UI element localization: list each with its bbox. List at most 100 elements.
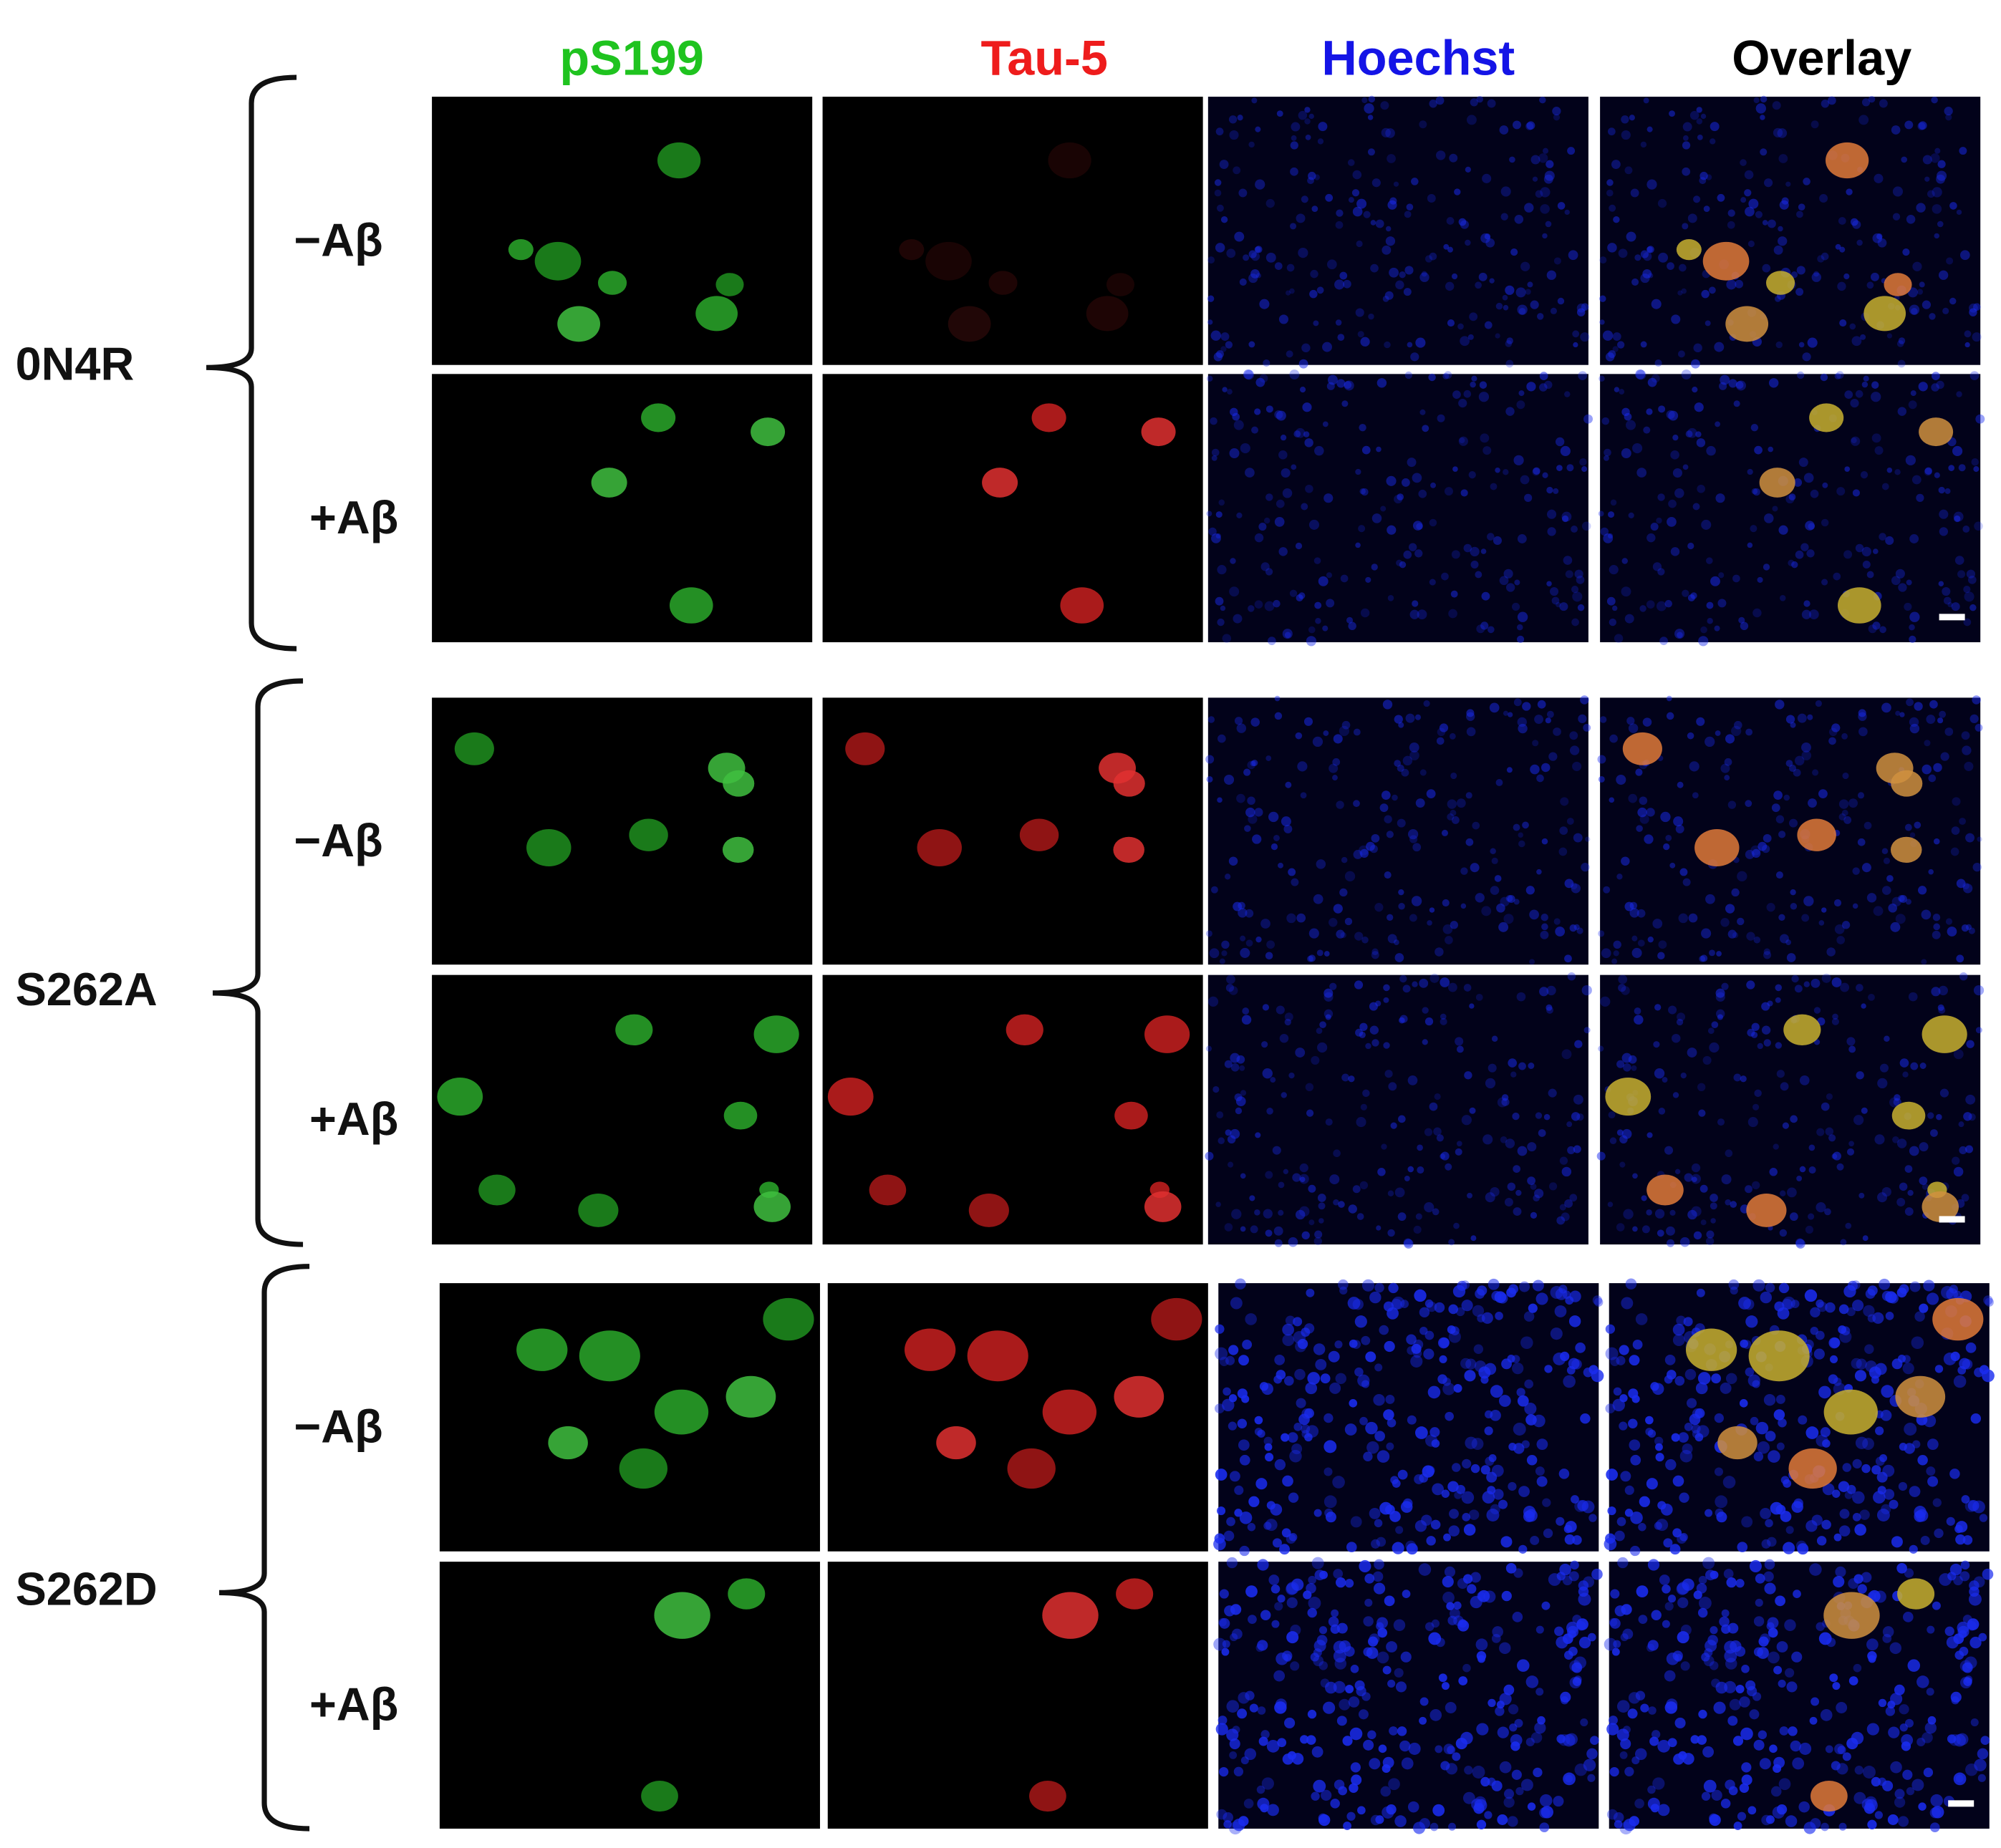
nucleus: [1546, 1006, 1553, 1014]
nucleus: [1344, 1646, 1355, 1657]
cell: [1006, 1014, 1043, 1046]
nucleus: [1430, 1519, 1441, 1530]
nucleus: [1865, 1360, 1877, 1373]
nucleus: [1677, 781, 1684, 788]
nucleus: [1352, 206, 1363, 217]
nucleus: [1487, 99, 1496, 108]
nucleus: [1843, 273, 1850, 280]
nucleus: [1376, 1622, 1384, 1630]
nucleus: [1662, 1584, 1671, 1594]
nucleus: [1838, 1822, 1847, 1831]
nucleus: [1803, 473, 1814, 483]
nucleus: [1285, 1315, 1296, 1326]
nucleus: [1374, 1519, 1383, 1528]
nucleus: [1218, 1137, 1225, 1144]
nucleus: [1829, 1673, 1838, 1683]
nucleus: [1910, 390, 1916, 397]
nucleus: [1807, 714, 1813, 720]
nucleus: [1490, 1410, 1501, 1421]
nucleus: [1616, 1129, 1624, 1136]
nucleus: [1316, 949, 1323, 957]
nucleus: [1785, 715, 1795, 724]
nucleus: [1779, 200, 1789, 210]
nucleus: [1384, 1070, 1393, 1078]
nucleus: [1530, 1183, 1537, 1190]
nucleus: [1561, 515, 1569, 523]
nucleus: [1263, 1522, 1272, 1530]
nucleus: [1293, 1317, 1303, 1327]
nucleus: [1451, 273, 1458, 280]
nucleus: [1767, 1000, 1773, 1007]
nucleus: [1220, 605, 1226, 611]
nucleus: [1724, 758, 1732, 766]
nucleus: [1480, 233, 1490, 243]
nucleus: [1708, 286, 1716, 294]
row-label: −Aβ: [294, 214, 382, 266]
nucleus: [1282, 1334, 1295, 1346]
nucleus: [1855, 543, 1864, 553]
nucleus: [1894, 469, 1901, 475]
nucleus: [1921, 909, 1932, 920]
nucleus: [1946, 1288, 1958, 1300]
nucleus: [1983, 1295, 1993, 1305]
nucleus: [1423, 1348, 1435, 1360]
nucleus: [1462, 1458, 1472, 1469]
nucleus: [1946, 1516, 1955, 1526]
cell: [1042, 1592, 1099, 1639]
nucleus: [1951, 826, 1960, 835]
nucleus: [1732, 574, 1740, 583]
nucleus: [1836, 1763, 1848, 1775]
nucleus: [1346, 1811, 1356, 1821]
nucleus: [1257, 1706, 1266, 1715]
nucleus: [1974, 521, 1983, 531]
nucleus: [1931, 96, 1938, 104]
nucleus: [1327, 374, 1338, 385]
nucleus: [1350, 1516, 1362, 1528]
nucleus: [1503, 710, 1509, 716]
nucleus: [1290, 223, 1297, 230]
nucleus: [1481, 1312, 1493, 1324]
nucleus: [1626, 420, 1636, 430]
nucleus: [1563, 1733, 1576, 1747]
nucleus: [1264, 601, 1275, 611]
nucleus: [1837, 1746, 1846, 1755]
nucleus: [1285, 781, 1292, 788]
nucleus: [1911, 1779, 1924, 1791]
nucleus: [1607, 127, 1616, 136]
nucleus: [1461, 1491, 1475, 1504]
nucleus: [1954, 556, 1964, 565]
nucleus: [1937, 160, 1946, 168]
nucleus: [1463, 1524, 1476, 1536]
nucleus: [1601, 948, 1611, 959]
nucleus: [1659, 637, 1668, 646]
nucleus: [1230, 1297, 1243, 1310]
nucleus: [1677, 350, 1685, 358]
nucleus: [1228, 1345, 1239, 1355]
nucleus: [1468, 471, 1476, 479]
nucleus: [1465, 239, 1471, 246]
micrograph-panel: [1604, 1278, 1995, 1557]
nucleus: [1910, 1062, 1919, 1070]
nucleus: [1783, 1542, 1795, 1554]
nucleus: [1636, 825, 1643, 832]
nucleus: [1962, 1359, 1973, 1370]
cell: [1897, 1578, 1935, 1610]
column-header: Hoechst: [1321, 32, 1515, 86]
nucleus: [1598, 1045, 1604, 1052]
nucleus: [1833, 899, 1842, 907]
nucleus: [1560, 797, 1569, 806]
nucleus: [1307, 1607, 1317, 1618]
nucleus: [1625, 1278, 1637, 1290]
nucleus: [1630, 188, 1639, 198]
nucleus: [1566, 1121, 1573, 1128]
nucleus: [1526, 1454, 1538, 1466]
nucleus: [1810, 1818, 1821, 1829]
nucleus: [1439, 1337, 1450, 1348]
nucleus: [1559, 826, 1568, 835]
nucleus: [1898, 1481, 1908, 1491]
nucleus: [1339, 1286, 1348, 1295]
nucleus: [1890, 1761, 1902, 1774]
nucleus: [1368, 95, 1376, 103]
nucleus: [1679, 1492, 1689, 1503]
nucleus: [1607, 533, 1614, 539]
